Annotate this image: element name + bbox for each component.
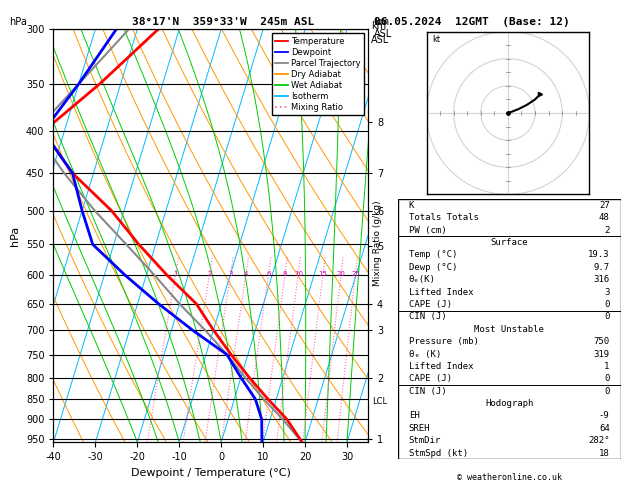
Text: Mixing Ratio (g/kg): Mixing Ratio (g/kg): [373, 200, 382, 286]
Text: CIN (J): CIN (J): [409, 312, 447, 321]
Text: 2: 2: [208, 271, 212, 277]
Text: 20: 20: [337, 271, 346, 277]
Text: θₑ (K): θₑ (K): [409, 349, 441, 359]
Text: hPa: hPa: [9, 17, 27, 27]
Text: Most Unstable: Most Unstable: [474, 325, 544, 334]
Text: 6: 6: [266, 271, 271, 277]
Text: km
ASL: km ASL: [374, 17, 392, 38]
Legend: Temperature, Dewpoint, Parcel Trajectory, Dry Adiabat, Wet Adiabat, Isotherm, Mi: Temperature, Dewpoint, Parcel Trajectory…: [272, 34, 364, 116]
Text: StmDir: StmDir: [409, 436, 441, 445]
Text: 8: 8: [283, 271, 287, 277]
Text: © weatheronline.co.uk: © weatheronline.co.uk: [457, 473, 562, 482]
Text: 4: 4: [244, 271, 248, 277]
Text: CIN (J): CIN (J): [409, 387, 447, 396]
Text: CAPE (J): CAPE (J): [409, 300, 452, 309]
Text: 319: 319: [594, 349, 610, 359]
Text: Lifted Index: Lifted Index: [409, 288, 473, 296]
Text: SREH: SREH: [409, 424, 430, 433]
Text: 1: 1: [174, 271, 178, 277]
Text: EH: EH: [409, 412, 420, 420]
Text: ASL: ASL: [371, 35, 389, 45]
Text: 19.3: 19.3: [588, 250, 610, 260]
FancyBboxPatch shape: [398, 199, 621, 459]
Text: km: km: [371, 21, 386, 32]
Text: LCL: LCL: [372, 397, 387, 406]
Text: -9: -9: [599, 412, 610, 420]
Text: 27: 27: [599, 201, 610, 210]
Text: 2: 2: [604, 226, 610, 235]
Text: kt: kt: [432, 35, 440, 44]
Text: θₑ(K): θₑ(K): [409, 275, 435, 284]
Text: Pressure (mb): Pressure (mb): [409, 337, 479, 346]
Text: 282°: 282°: [588, 436, 610, 445]
Text: PW (cm): PW (cm): [409, 226, 447, 235]
Text: 0: 0: [604, 300, 610, 309]
Y-axis label: hPa: hPa: [10, 226, 20, 246]
Text: 48: 48: [599, 213, 610, 222]
Text: StmSpd (kt): StmSpd (kt): [409, 449, 468, 458]
Text: 38°17'N  359°33'W  245m ASL: 38°17'N 359°33'W 245m ASL: [132, 17, 314, 27]
Text: 15: 15: [319, 271, 328, 277]
Text: 0: 0: [604, 312, 610, 321]
Text: 0: 0: [604, 374, 610, 383]
Text: K: K: [409, 201, 414, 210]
Text: 3: 3: [228, 271, 233, 277]
Text: 316: 316: [594, 275, 610, 284]
Text: 10: 10: [294, 271, 303, 277]
Text: Temp (°C): Temp (°C): [409, 250, 457, 260]
X-axis label: Dewpoint / Temperature (°C): Dewpoint / Temperature (°C): [131, 468, 291, 478]
Text: 18: 18: [599, 449, 610, 458]
Text: Lifted Index: Lifted Index: [409, 362, 473, 371]
Text: 64: 64: [599, 424, 610, 433]
Text: 1: 1: [604, 362, 610, 371]
Text: Dewp (°C): Dewp (°C): [409, 263, 457, 272]
Text: 3: 3: [604, 288, 610, 296]
Text: Totals Totals: Totals Totals: [409, 213, 479, 222]
Text: 06.05.2024  12GMT  (Base: 12): 06.05.2024 12GMT (Base: 12): [374, 17, 570, 27]
Text: 25: 25: [351, 271, 360, 277]
Text: Hodograph: Hodograph: [485, 399, 533, 408]
Text: CAPE (J): CAPE (J): [409, 374, 452, 383]
Text: 750: 750: [594, 337, 610, 346]
Text: 9.7: 9.7: [594, 263, 610, 272]
Text: 0: 0: [604, 387, 610, 396]
Text: Surface: Surface: [491, 238, 528, 247]
